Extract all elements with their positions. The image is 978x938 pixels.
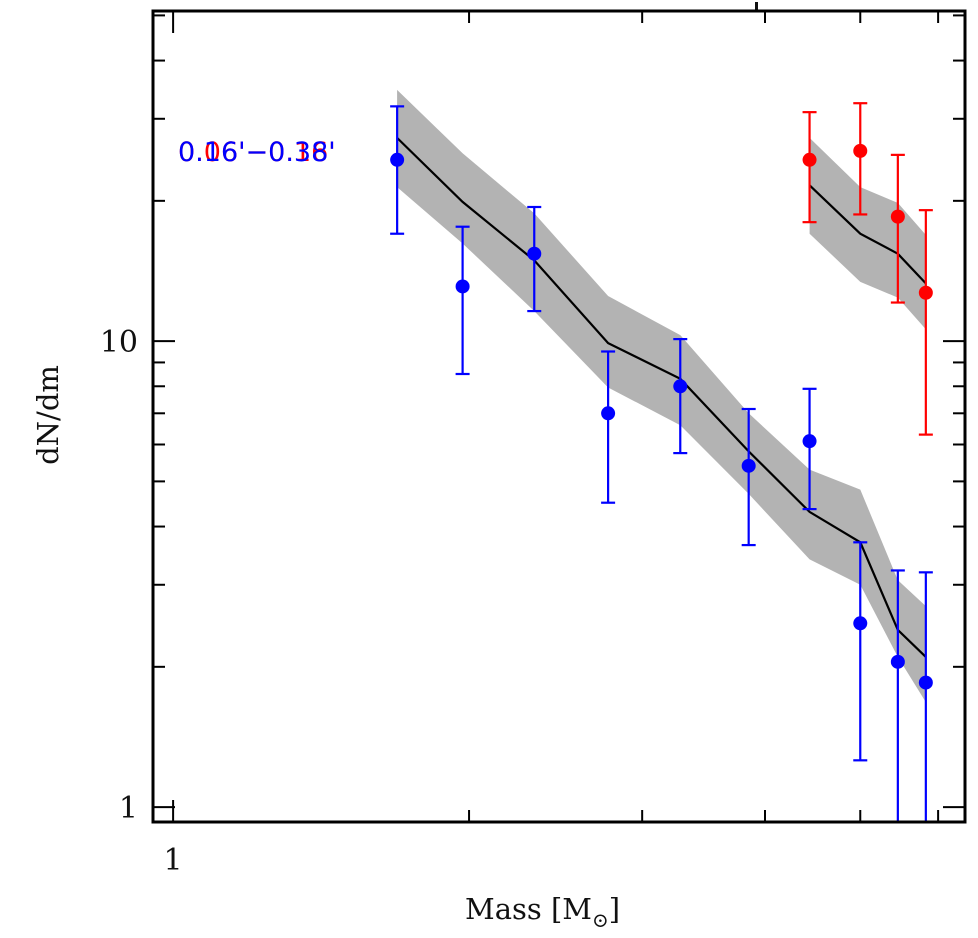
error-bar-1-1 bbox=[853, 102, 868, 216]
data-point-0-1 bbox=[455, 279, 470, 294]
error-bar-0-0 bbox=[390, 105, 405, 235]
y-axis-title: dN/dm bbox=[31, 365, 65, 465]
model-band-0 bbox=[397, 89, 926, 703]
plot-frame bbox=[151, 9, 967, 824]
data-point-1-3 bbox=[918, 285, 933, 300]
error-bar-0-8 bbox=[890, 569, 905, 822]
model-lines bbox=[396, 137, 927, 658]
data-point-1-0 bbox=[802, 152, 817, 167]
error-bar-0-9 bbox=[918, 571, 933, 822]
error-bars bbox=[390, 102, 933, 822]
data-point-1-2 bbox=[890, 209, 905, 224]
data-point-0-9 bbox=[918, 675, 933, 690]
data-point-0-4 bbox=[673, 379, 688, 394]
data-point-0-5 bbox=[741, 458, 756, 473]
model-line-1 bbox=[808, 184, 927, 285]
error-bar-0-1 bbox=[455, 225, 470, 376]
model-band-1 bbox=[809, 137, 926, 330]
x-axis-title-sun-symbol: ⊙ bbox=[592, 908, 609, 932]
data-point-0-6 bbox=[802, 434, 817, 449]
data-point-0-7 bbox=[853, 616, 868, 631]
annotation-label-outer: 0.16'−0.38' bbox=[178, 137, 336, 168]
x-tick-label-0: 1 bbox=[164, 843, 183, 878]
y-tick-label-0: 1 bbox=[119, 791, 138, 826]
model-bands bbox=[397, 89, 926, 703]
error-bar-0-7 bbox=[853, 541, 868, 762]
y-tick-label-9: 10 bbox=[100, 325, 138, 360]
error-bar-0-6 bbox=[802, 387, 817, 511]
error-bar-1-2 bbox=[890, 153, 905, 304]
x-axis-title: Mass [M⊙] bbox=[465, 892, 620, 932]
data-point-1-1 bbox=[853, 143, 868, 158]
model-line-0 bbox=[396, 137, 927, 658]
data-point-0-0 bbox=[390, 152, 405, 167]
error-bar-0-4 bbox=[673, 337, 688, 455]
x-axis-title-main: Mass [M bbox=[465, 892, 592, 926]
axis-ticks bbox=[153, 11, 965, 822]
error-bar-1-0 bbox=[802, 111, 817, 224]
data-points bbox=[390, 143, 933, 690]
clipped-title-glyph bbox=[755, 2, 758, 10]
tick-labels: 11 10 bbox=[100, 325, 183, 878]
data-point-0-8 bbox=[890, 654, 905, 669]
data-point-0-3 bbox=[601, 406, 616, 421]
annotation-label-inner: 0.06'−0.16' bbox=[178, 137, 336, 168]
error-bar-0-5 bbox=[741, 407, 756, 547]
error-bar-0-3 bbox=[601, 350, 616, 504]
data-point-0-2 bbox=[527, 246, 542, 261]
error-bar-1-3 bbox=[918, 209, 933, 436]
x-axis-title-close: ] bbox=[609, 892, 620, 926]
